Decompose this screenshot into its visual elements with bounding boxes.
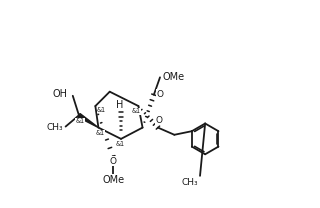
Text: &1: &1: [97, 107, 106, 113]
Text: CH₃: CH₃: [181, 178, 198, 187]
Text: &1: &1: [132, 108, 141, 114]
Text: O: O: [156, 90, 163, 99]
Text: O: O: [156, 115, 163, 125]
Text: H: H: [116, 100, 124, 110]
Text: OH: OH: [53, 89, 68, 99]
Text: OMe: OMe: [163, 72, 185, 82]
Text: OMe: OMe: [103, 175, 125, 185]
Text: O: O: [109, 157, 116, 166]
Text: &1: &1: [96, 130, 105, 136]
Polygon shape: [78, 114, 99, 128]
Text: CH₃: CH₃: [47, 123, 64, 132]
Text: &1: &1: [116, 141, 124, 147]
Text: &1: &1: [76, 118, 84, 124]
